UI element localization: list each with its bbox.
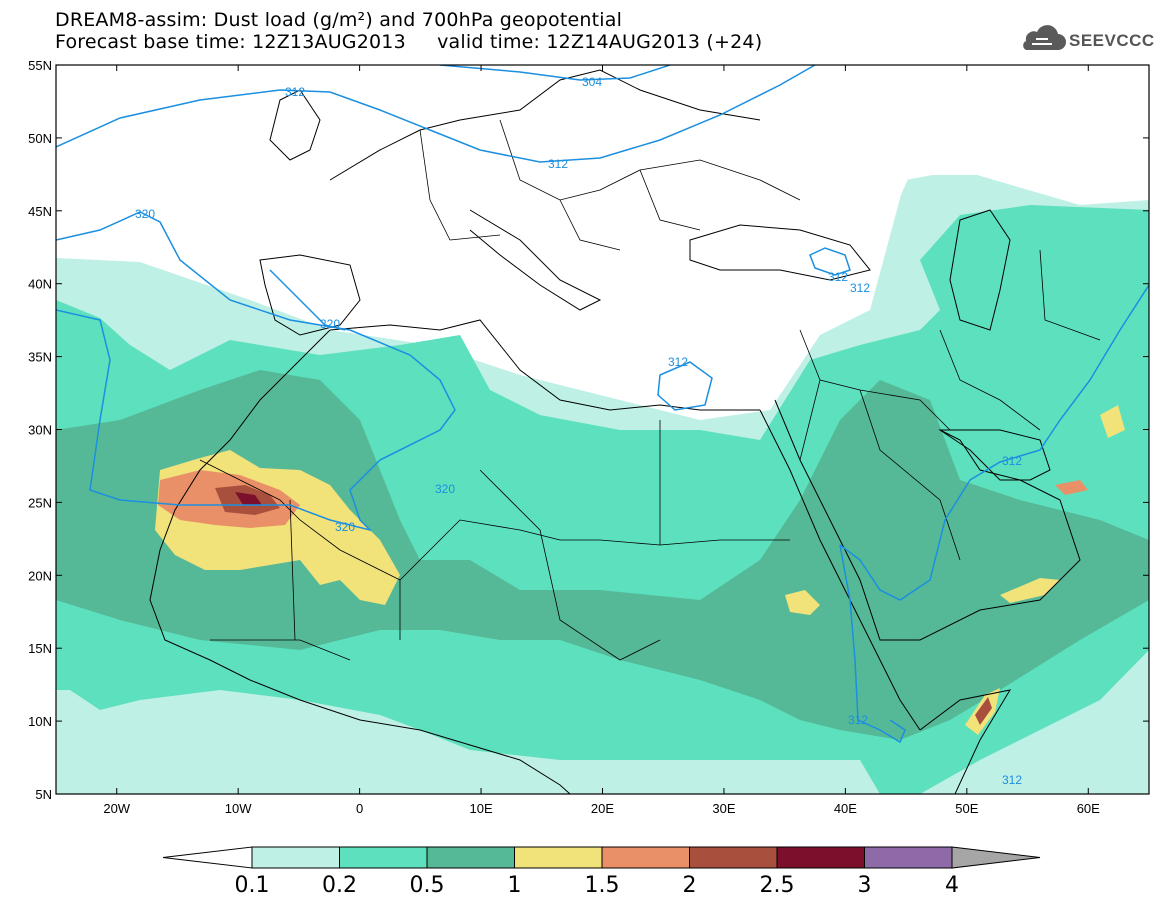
contour-label: 312: [828, 270, 848, 284]
colorbar-label: 1: [508, 873, 522, 898]
lat-tick-label: 45N: [28, 204, 52, 219]
contour-label: 312: [1002, 454, 1022, 468]
latitude-axis: 5N 10N 15N 20N 25N 30N 35N 40N 45N 50N 55N: [28, 58, 1149, 802]
contour-320-west: [56, 211, 456, 532]
lat-tick-label: 25N: [28, 495, 52, 510]
colorbar-label: 2.5: [760, 873, 795, 898]
contour-labels: 304 312 312 320 320 320 320 312 312 312 …: [135, 75, 1022, 787]
lat-tick-label: 35N: [28, 350, 52, 365]
coastlines: [149, 69, 1101, 794]
lon-tick-label: 10E: [469, 801, 492, 816]
no-dust-europe: [56, 65, 1149, 410]
lon-tick-label: 20W: [103, 801, 130, 816]
lat-tick-label: 10N: [28, 714, 52, 729]
dust-0.5-field: [56, 370, 1149, 740]
lon-tick-label: 40E: [834, 801, 857, 816]
colorbar-segment: [601, 846, 690, 869]
contour-label: 312: [285, 85, 305, 99]
uk-coast: [269, 89, 321, 161]
dust-1-field-iran: [1100, 405, 1125, 438]
lon-tick-label: 60E: [1077, 801, 1100, 816]
colorbar-segment: [864, 846, 953, 869]
contour-label: 320: [335, 520, 355, 534]
contour-312-north: [56, 65, 816, 163]
longitude-axis: 20W 10W 0 10E 20E 30E 40E 50E 60E: [103, 65, 1100, 816]
caspian-sea: [949, 209, 1011, 331]
contour-label: 312: [850, 281, 870, 295]
lat-tick-label: 15N: [28, 641, 52, 656]
colorbar-label: 4: [945, 873, 959, 898]
contour-312-med: [657, 361, 713, 411]
dust-1-field-oman: [1000, 578, 1060, 603]
contour-320-iberia: [269, 269, 346, 331]
contour-label: 312: [848, 713, 868, 727]
black-sea: [689, 224, 871, 281]
dust-2-field-somalia: [975, 697, 992, 725]
seevccc-logo: SEEVCCC: [1018, 24, 1155, 56]
persian-gulf: [938, 429, 1051, 481]
lat-tick-label: 30N: [28, 423, 52, 438]
colorbar-segment: [251, 846, 340, 869]
lon-tick-label: 0: [356, 801, 363, 816]
dust-fields: [56, 65, 1149, 794]
lat-tick-label: 50N: [28, 131, 52, 146]
colorbar-label: 0.2: [322, 873, 357, 898]
contour-312-africa-east: [839, 544, 906, 744]
italy-coast: [469, 209, 602, 311]
dust-2.5-field: [235, 492, 262, 505]
contour-label: 312: [548, 157, 568, 171]
contour-label: 320: [320, 317, 340, 331]
colorbar-segment: [426, 846, 515, 869]
contour-label: 304: [582, 75, 602, 89]
geopotential-contours: [56, 65, 1149, 744]
lat-tick-label: 5N: [35, 787, 52, 802]
lon-tick-label: 10W: [225, 801, 252, 816]
africa-coast: [149, 329, 571, 794]
contour-label: 312: [668, 355, 688, 369]
lat-tick-label: 40N: [28, 277, 52, 292]
borders-middle-east: [799, 249, 1101, 561]
contour-label: 320: [135, 207, 155, 221]
borders-africa: [199, 420, 790, 661]
map-title: DREAM8-assim: Dust load (g/m²) and 700hP…: [55, 9, 623, 31]
lat-tick-label: 55N: [28, 58, 52, 73]
colorbar-label: 3: [858, 873, 872, 898]
colorbar-under-arrow: [162, 846, 253, 869]
colorbar-label: 0.1: [235, 873, 270, 898]
colorbar-label: 0.5: [410, 873, 445, 898]
dust-1.5-field-gulf: [1055, 480, 1088, 495]
borders-europe: [419, 119, 801, 251]
arabia-coast: [774, 399, 1081, 641]
contour-312-black-sea: [809, 247, 851, 276]
cloud-icon: [1023, 25, 1066, 50]
lon-tick-label: 30E: [712, 801, 735, 816]
colorbar-segment: [689, 846, 778, 869]
colorbar: 0.1 0.2 0.5 1 1.5 2 2.5 3 4: [162, 846, 1041, 898]
north-africa-coast: [329, 319, 760, 411]
colorbar-segment: [339, 846, 428, 869]
colorbar-segment: [776, 846, 865, 869]
lon-tick-label: 20E: [591, 801, 614, 816]
europe-north-coast: [329, 69, 761, 181]
contour-label: 312: [1002, 773, 1022, 787]
forecast-time-subtitle: Forecast base time: 12Z13AUG2013 valid t…: [55, 31, 763, 53]
lon-tick-label: 50E: [955, 801, 978, 816]
colorbar-over-arrow: [951, 846, 1041, 869]
dust-1-field-sudan: [785, 590, 820, 615]
colorbar-segment: [514, 846, 603, 869]
colorbar-label: 2: [683, 873, 697, 898]
logo-text: SEEVCCC: [1069, 31, 1155, 50]
contour-label: 320: [435, 482, 455, 496]
iberia-coast: [259, 254, 361, 336]
contour-304: [439, 65, 671, 81]
colorbar-label: 1.5: [585, 873, 620, 898]
horn-of-africa-coast: [919, 689, 1012, 794]
lat-tick-label: 20N: [28, 568, 52, 583]
contour-312-arabia: [839, 284, 1149, 601]
